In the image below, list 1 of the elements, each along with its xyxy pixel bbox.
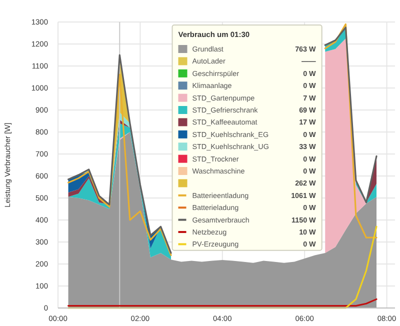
line-series: [67, 226, 378, 309]
